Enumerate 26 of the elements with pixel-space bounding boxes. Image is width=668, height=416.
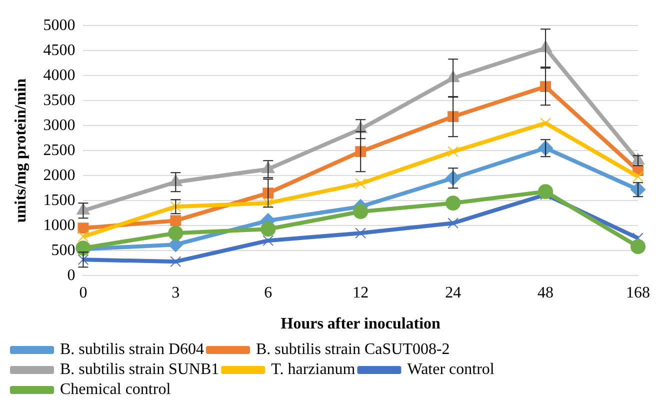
x-tick-label: 168 <box>626 284 650 302</box>
x-tick-label: 0 <box>79 284 88 302</box>
y-tick-label: 2500 <box>43 142 76 159</box>
y-tick-label: 500 <box>51 242 76 259</box>
y-tick-label: 4500 <box>43 42 76 59</box>
x-tick-label: 24 <box>445 284 462 302</box>
legend-label: B. subtilis strain CaSUT008-2 <box>256 341 450 358</box>
legend-label: T. harzianum <box>271 361 356 378</box>
legend-label: Chemical control <box>60 381 172 398</box>
legend-label: B. subtilis strain SUNB1 <box>60 361 220 378</box>
y-tick-label: 3500 <box>43 92 76 109</box>
legend-label: B. subtilis strain D604 <box>60 341 204 358</box>
x-tick-label: 12 <box>352 284 369 302</box>
y-tick-label: 0 <box>67 266 76 284</box>
y-tick-label: 5000 <box>43 16 76 34</box>
x-tick-label: 6 <box>264 284 272 302</box>
y-tick-label: 4000 <box>43 66 76 84</box>
y-tick-label: 2000 <box>43 166 76 184</box>
y-axis-title: units/mg protein/min <box>12 78 30 223</box>
y-tick-label: 1000 <box>43 216 76 234</box>
x-axis-title: Hours after inoculation <box>280 316 441 333</box>
legend-label: Water control <box>407 361 495 378</box>
x-tick-label: 48 <box>538 284 554 302</box>
y-tick-label: 1500 <box>43 192 76 209</box>
y-tick-label: 3000 <box>43 116 76 134</box>
x-tick-label: 3 <box>172 284 180 302</box>
